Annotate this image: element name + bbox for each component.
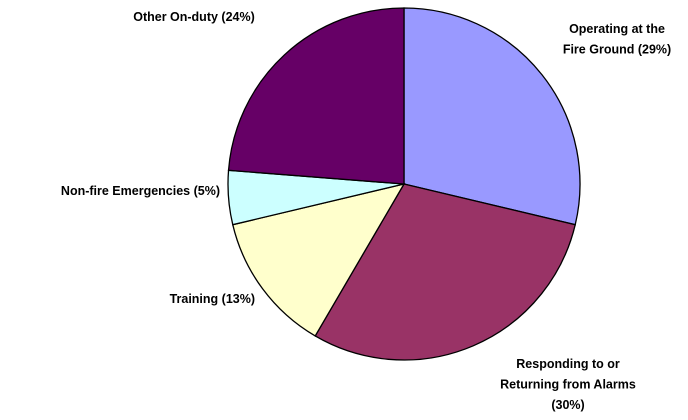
pie-slice: [231, 183, 406, 337]
label-line: (30%): [551, 398, 584, 412]
label-line: Other On-duty (24%): [133, 10, 255, 24]
label-line: Non-fire Emergencies (5%): [61, 184, 220, 198]
slice-label: Other On-duty (24%): [133, 10, 255, 24]
label-line: Returning from Alarms: [500, 378, 636, 392]
slice-label: Non-fire Emergencies (5%): [61, 184, 220, 198]
pie-slice: [403, 7, 581, 226]
pie-slice: [314, 183, 577, 361]
slice-label: Operating at the Fire Ground (29%): [563, 22, 671, 57]
label-line: Operating at the: [569, 22, 665, 36]
label-line: Fire Ground (29%): [563, 43, 671, 57]
slice-label: Responding to or Returning from Alarms (30…: [500, 357, 636, 412]
label-line: Training (13%): [170, 292, 255, 306]
label-line: Responding to or: [516, 357, 620, 371]
pie-slice: [227, 7, 405, 185]
slice-label: Training (13%): [170, 292, 255, 306]
